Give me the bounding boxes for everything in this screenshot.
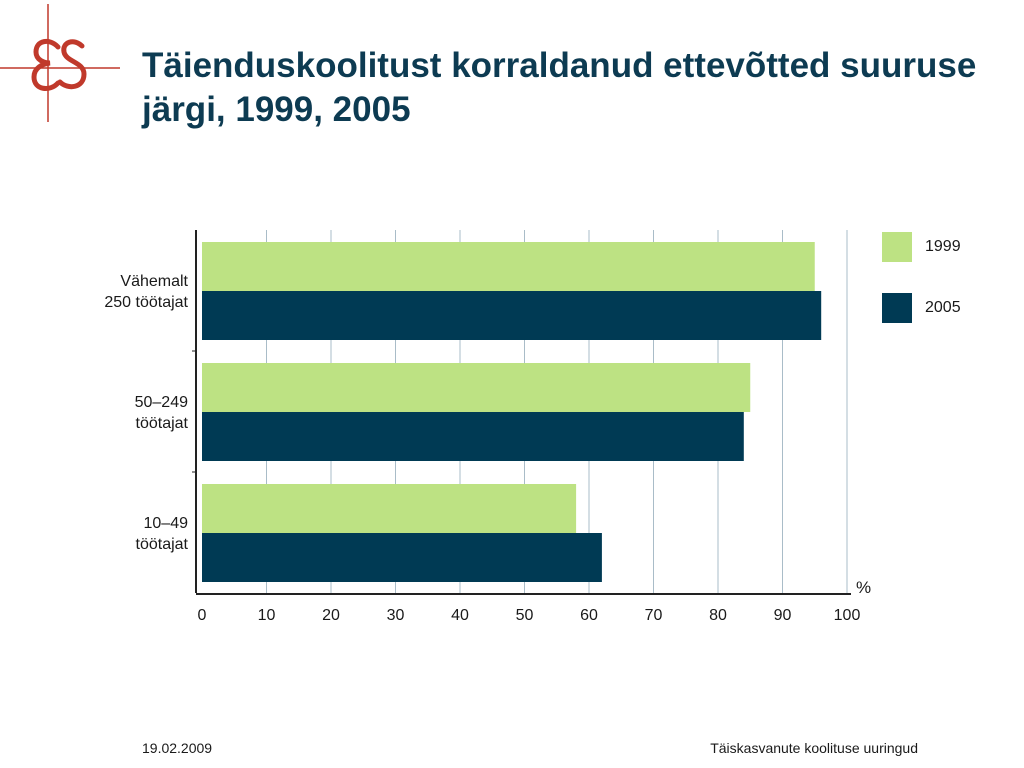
bar-2005-cat3 [202,533,602,582]
x-tick-label: 30 [386,607,405,624]
x-tick-label: 10 [257,607,276,624]
legend-label-1999: 1999 [925,238,961,255]
page-title: Täienduskoolitust korraldanud ettevõtted… [142,46,977,129]
category-label-line: Vähemalt [120,272,188,290]
x-tick-label: 80 [709,607,727,624]
category-label: 10–49 töötajat [38,513,188,555]
x-tick-label: 70 [644,607,663,624]
x-tick-label: 60 [580,607,598,624]
footer-date: 19.02.2009 [142,740,213,756]
category-label-line: töötajat [135,535,188,553]
category-label: 50–249 töötajat [38,392,188,434]
legend-label-2005: 2005 [925,299,961,316]
category-label-line: 250 töötajat [104,293,188,311]
category-label-line: 10–49 [143,514,189,532]
x-tick-label: 90 [773,607,792,624]
x-tick-label: 0 [197,607,207,624]
es-logo [0,4,120,122]
category-label: Vähemalt 250 töötajat [38,271,188,313]
x-tick-label: 50 [515,607,534,624]
bar-1999-cat1 [202,242,815,291]
footer-source: Täiskasvanute koolituse uuringud [710,740,918,756]
category-label-line: 50–249 [134,393,188,411]
bar-2005-cat2 [202,412,744,461]
legend-swatch-2005 [882,293,912,323]
x-tick-label: 40 [451,607,469,624]
bar-2005-cat1 [202,291,822,340]
category-label-line: töötajat [135,414,188,432]
bar-1999-cat2 [202,363,751,412]
legend-swatch-1999 [882,232,912,262]
bar-1999-cat3 [202,484,577,533]
x-tick-label: 100 [833,607,861,624]
x-axis-unit: % [856,578,872,597]
x-tick-label: 20 [322,607,340,624]
